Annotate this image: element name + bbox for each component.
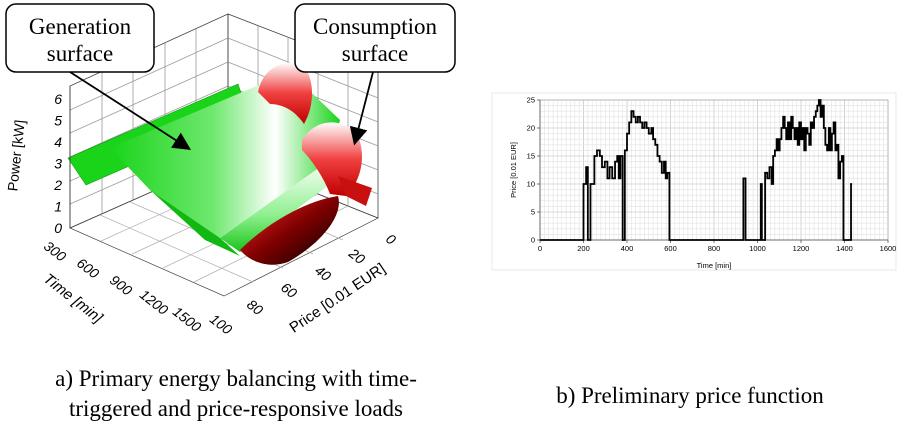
x-tick-label: 1200 xyxy=(793,244,810,253)
caption-a-line1: a) Primary energy balancing with time- xyxy=(55,366,417,391)
power-tick-label: 0 xyxy=(54,220,62,236)
x-tick-label: 200 xyxy=(577,244,590,253)
x-tick-label: 1600 xyxy=(880,244,897,253)
caption-a: a) Primary energy balancing with time- t… xyxy=(0,364,472,424)
x-tick-label: 800 xyxy=(708,244,721,253)
power-tick-label: 6 xyxy=(54,91,62,107)
generation-surface xyxy=(67,72,340,256)
y-tick-label: 5 xyxy=(531,208,535,217)
chart-grid xyxy=(539,99,889,241)
power-tick-label: 3 xyxy=(54,156,62,172)
time-tick-label: 300 xyxy=(41,238,69,265)
generation-callout: Generation surface xyxy=(5,3,192,150)
consumption-callout-label: Consumption surface xyxy=(313,14,437,66)
price-tick-label: 40 xyxy=(312,262,334,284)
x-tick-label: 0 xyxy=(538,244,542,253)
y-tick-label: 10 xyxy=(527,180,535,189)
y-tick-label: 20 xyxy=(527,124,535,133)
y-tick-label: 0 xyxy=(531,236,535,245)
caption-a-line2: triggered and price-responsive loads xyxy=(68,396,404,421)
x-tick-label: 1400 xyxy=(836,244,853,253)
x-tick-label: 600 xyxy=(664,244,677,253)
time-tick-label: 600 xyxy=(74,255,102,282)
x-tick-label: 400 xyxy=(621,244,634,253)
power-tick-label: 5 xyxy=(54,113,62,129)
price-tick-label: 80 xyxy=(244,296,266,318)
power-axis-label: Power [kW] xyxy=(4,119,27,192)
x-tick-label: 1000 xyxy=(749,244,766,253)
y-tick-label: 25 xyxy=(527,96,535,105)
price-axis-label: Price [0.01 EUR] xyxy=(286,260,388,337)
price-tick-label: 100 xyxy=(207,311,235,338)
consumption-arrow xyxy=(349,71,374,146)
price-chart-panel: 0 200 400 600 800 1000 1200 1400 16000510152025 … xyxy=(491,92,897,271)
power-tick-label: 1 xyxy=(54,199,62,215)
generation-callout-label: Generation surface xyxy=(29,14,132,66)
time-tick-label: 1500 xyxy=(170,303,205,335)
caption-b: b) Preliminary price function xyxy=(556,383,824,408)
time-tick-label: 900 xyxy=(107,272,135,299)
y-axis-label: Price [0.01 EUR] xyxy=(509,142,518,198)
x-axis-label: Time [min] xyxy=(697,261,732,270)
power-tick-label: 2 xyxy=(53,177,62,193)
price-tick-label: 20 xyxy=(345,244,368,267)
price-tick-label: 0 xyxy=(383,230,399,248)
generation-arrow xyxy=(69,71,192,150)
power-axis: 0 1 2 3 4 5 6 Power [kW] xyxy=(4,86,71,236)
consumption-surface xyxy=(240,62,372,265)
consumption-callout: Consumption surface xyxy=(294,3,456,146)
series-line xyxy=(540,99,853,241)
time-tick-label: 1200 xyxy=(137,286,172,318)
power-tick-label: 4 xyxy=(54,134,62,150)
time-axis-label: Time [min] xyxy=(40,270,106,327)
y-tick-label: 15 xyxy=(527,152,535,161)
price-tick-label: 60 xyxy=(278,279,300,301)
